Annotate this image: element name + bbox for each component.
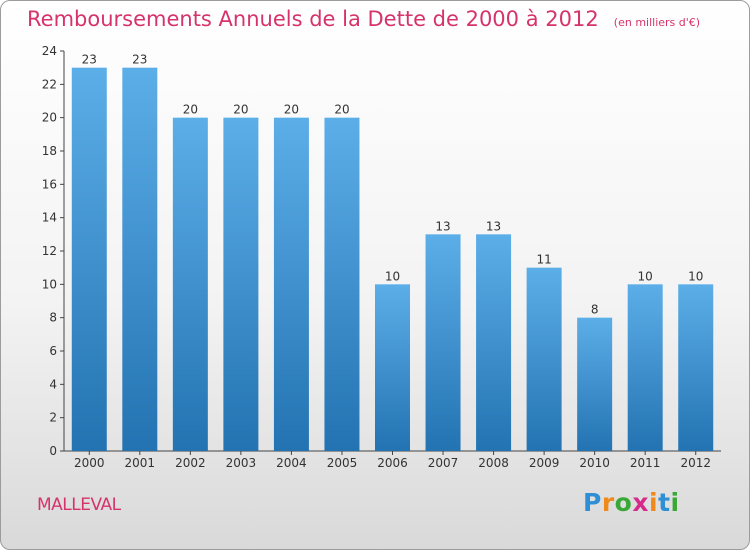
data-label: 20 — [284, 103, 299, 117]
x-tick-label: 2007 — [428, 456, 459, 470]
y-tick-label: 12 — [42, 244, 57, 258]
data-label: 20 — [233, 103, 248, 117]
data-label: 20 — [183, 103, 198, 117]
chart-title: Remboursements Annuels de la Dette de 20… — [27, 7, 700, 31]
x-tick-label: 2009 — [529, 456, 560, 470]
y-tick-label: 2 — [49, 411, 57, 425]
data-label: 11 — [536, 253, 551, 267]
bar — [223, 117, 259, 452]
y-tick-label: 18 — [42, 144, 57, 158]
y-tick-label: 16 — [42, 177, 57, 191]
chart-title-text: Remboursements Annuels de la Dette de 20… — [27, 7, 599, 31]
logo-letter: t — [658, 488, 671, 517]
x-tick-label: 2012 — [680, 456, 711, 470]
logo-letter: r — [601, 488, 615, 517]
x-tick-label: 2004 — [276, 456, 307, 470]
x-tick-label: 2010 — [579, 456, 610, 470]
x-tick-label: 2002 — [175, 456, 206, 470]
bar — [476, 234, 512, 451]
data-label: 13 — [435, 219, 450, 233]
commune-name: MALLEVAL — [37, 495, 121, 515]
bar — [577, 317, 613, 451]
bar — [172, 117, 208, 452]
bar — [375, 284, 410, 451]
data-label: 23 — [82, 53, 97, 67]
bar — [425, 234, 461, 451]
y-tick-label: 20 — [42, 111, 57, 125]
bar — [526, 267, 562, 451]
bar — [122, 67, 158, 452]
y-tick-label: 4 — [49, 377, 57, 391]
data-label: 23 — [132, 53, 147, 67]
data-label: 20 — [334, 103, 349, 117]
logo-letter: P — [583, 488, 602, 517]
data-label: 10 — [638, 269, 653, 283]
proxiti-logo: Proxiti — [583, 488, 680, 517]
bar — [71, 67, 107, 452]
logo-letter: x — [632, 488, 649, 517]
y-tick-label: 10 — [42, 277, 57, 291]
logo-letter: o — [614, 488, 633, 517]
y-tick-label: 8 — [49, 311, 57, 325]
x-tick-label: 2000 — [74, 456, 105, 470]
data-label: 10 — [688, 269, 703, 283]
logo-letter: i — [670, 488, 680, 517]
x-tick-label: 2001 — [125, 456, 156, 470]
y-tick-label: 0 — [49, 444, 57, 458]
y-tick-label: 22 — [42, 77, 57, 91]
bar — [678, 284, 714, 451]
x-tick-label: 2003 — [226, 456, 257, 470]
x-tick-label: 2011 — [630, 456, 661, 470]
y-tick-label: 6 — [49, 344, 57, 358]
data-label: 10 — [385, 269, 400, 283]
data-label: 8 — [591, 303, 599, 317]
x-tick-label: 2005 — [327, 456, 358, 470]
bar — [273, 117, 309, 452]
bar — [627, 284, 663, 451]
y-tick-label: 24 — [42, 44, 57, 58]
x-tick-label: 2008 — [478, 456, 509, 470]
x-tick-label: 2006 — [377, 456, 408, 470]
logo-letter: i — [649, 488, 659, 517]
bar — [324, 117, 360, 452]
data-label: 13 — [486, 219, 501, 233]
y-tick-label: 14 — [42, 211, 57, 225]
chart-unit: (en milliers d'€) — [613, 16, 701, 29]
